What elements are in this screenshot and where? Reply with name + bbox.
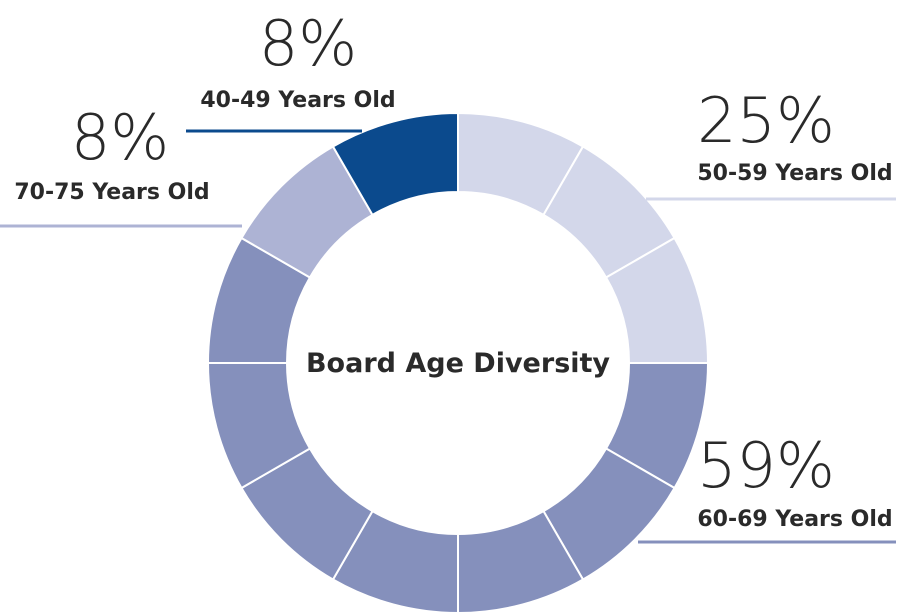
chart-title: Board Age Diversity: [306, 348, 610, 379]
slice-value-60-69: 59%: [697, 429, 835, 502]
callout-50-59: 25% 50-59 Years Old: [646, 84, 896, 201]
slice-label-50-59: 50-59 Years Old: [697, 161, 892, 186]
slice-label-40-49: 40-49 Years Old: [200, 88, 395, 113]
slice-value-40-49: 8%: [259, 7, 357, 80]
callout-60-69: 59% 60-69 Years Old: [638, 429, 896, 544]
donut-segments: [206, 111, 710, 614]
donut-segment-40-49-1: [331, 111, 459, 217]
slice-label-70-75: 70-75 Years Old: [14, 180, 209, 205]
callout-40-49: 8% 40-49 Years Old: [186, 7, 396, 133]
slice-value-70-75: 8%: [71, 101, 169, 174]
slice-label-60-69: 60-69 Years Old: [697, 507, 892, 532]
slice-value-50-59: 25%: [697, 84, 835, 157]
callout-70-75: 8% 70-75 Years Old: [0, 101, 242, 228]
